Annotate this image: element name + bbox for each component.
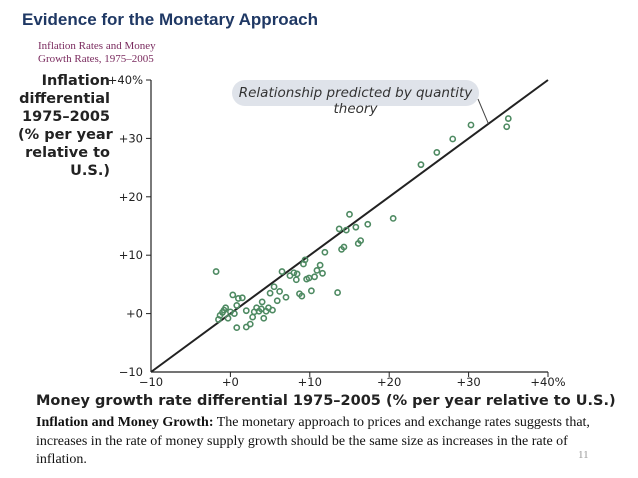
- data-point: [314, 268, 319, 273]
- slide-description: Inflation and Money Growth: The monetary…: [36, 414, 622, 470]
- data-point: [418, 162, 423, 167]
- callout-leader: [478, 99, 488, 124]
- y-tick-label: +0: [126, 307, 143, 321]
- data-point: [337, 226, 342, 231]
- x-axis-label: Money growth rate differential 1975–2005…: [36, 393, 616, 409]
- x-tick-label: +20: [377, 375, 401, 389]
- data-point: [365, 222, 370, 227]
- data-point: [434, 150, 439, 155]
- data-point: [232, 311, 237, 316]
- data-point: [234, 325, 239, 330]
- data-point: [250, 315, 255, 320]
- data-point: [261, 316, 266, 321]
- data-point: [294, 277, 299, 282]
- y-tick-label: +20: [119, 190, 143, 204]
- data-point: [358, 238, 363, 243]
- data-point: [504, 124, 509, 129]
- data-point: [353, 225, 358, 230]
- data-point: [335, 290, 340, 295]
- x-tick-label: +0: [222, 375, 239, 389]
- y-tick-label: +30: [119, 131, 143, 145]
- data-point: [275, 298, 280, 303]
- data-point: [268, 291, 273, 296]
- data-point: [234, 303, 239, 308]
- data-point: [240, 295, 245, 300]
- data-point: [450, 136, 455, 141]
- data-point: [318, 263, 323, 268]
- y-tick-label: +10: [119, 248, 143, 262]
- data-point: [468, 122, 473, 127]
- data-point: [244, 308, 249, 313]
- data-point: [322, 250, 327, 255]
- data-point: [271, 284, 276, 289]
- data-point: [248, 322, 253, 327]
- reference-line-label: Relationship predicted by quantity theor…: [232, 85, 479, 117]
- data-point: [320, 271, 325, 276]
- data-point: [279, 269, 284, 274]
- data-point: [309, 288, 314, 293]
- x-tick-label: +40%: [530, 375, 565, 389]
- data-point: [277, 289, 282, 294]
- y-tick-label: +40%: [108, 73, 143, 87]
- data-point: [391, 216, 396, 221]
- description-heading: Inflation and Money Growth:: [36, 415, 213, 430]
- data-point: [347, 212, 352, 217]
- data-point: [225, 316, 230, 321]
- data-point: [312, 274, 317, 279]
- data-point: [283, 295, 288, 300]
- page-number: 11: [578, 449, 589, 461]
- x-tick-label: +10: [298, 375, 322, 389]
- data-point: [214, 269, 219, 274]
- data-point: [344, 227, 349, 232]
- data-point: [230, 292, 235, 297]
- x-tick-label: +30: [456, 375, 480, 389]
- data-point: [270, 307, 275, 312]
- x-tick-label: −10: [139, 375, 163, 389]
- data-point: [506, 116, 511, 121]
- data-point: [260, 299, 265, 304]
